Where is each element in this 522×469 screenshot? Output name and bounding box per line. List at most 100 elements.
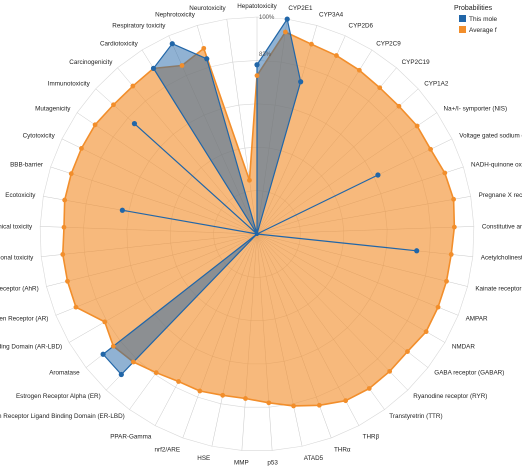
average-point-estrogen-receptor-alpha-er[interactable]	[130, 359, 136, 365]
axis-label-atad5: ATAD5	[304, 455, 324, 462]
axis-label-acetylcholinesterase-ache: Acetylcholinesterase (AChE)	[481, 255, 522, 262]
molecule-point-immunotoxicity[interactable]	[131, 121, 138, 127]
average-point-ampar[interactable]	[435, 304, 441, 310]
average-point-aryl-hydrocarbon-receptor-ahr[interactable]	[65, 278, 70, 284]
axis-label-bbb-barrier: BBB-barrier	[10, 162, 43, 169]
average-point-ppar-gamma[interactable]	[176, 379, 181, 384]
axis-label-nmdar: NMDAR	[452, 344, 476, 351]
r-tick-100: 100%	[259, 15, 275, 21]
average-point-cyp3a4[interactable]	[309, 41, 314, 47]
molecule-point-respiratory-toxicity[interactable]	[169, 41, 175, 47]
average-point-thr[interactable]	[316, 402, 322, 408]
molecule-point-cardiotoxicity[interactable]	[150, 65, 157, 71]
r-tick-83: 83%	[259, 52, 272, 58]
axis-labels: Hepatotoxicity CYP2E1 CYP3A4 CYP2D6 CYP2C9 CY…	[0, 3, 522, 466]
average-point-nrf2-are[interactable]	[197, 388, 203, 394]
average-point-androgen-receptor-ligand-binding-domain-ar-lbd[interactable]	[102, 319, 108, 325]
average-point-androgen-receptor-ar[interactable]	[73, 304, 79, 310]
average-point-respiratory-toxicity[interactable]	[179, 63, 185, 68]
average-point-nmdar[interactable]	[423, 329, 429, 335]
axis-label-constitutive-androstane-receptor-car: Constitutive androstane receptor (CAR)	[482, 223, 522, 230]
average-point-gaba-receptor-gabar[interactable]	[405, 349, 410, 354]
series-molecule-area[interactable]	[102, 18, 418, 376]
axis-label-gaba-receptor-gabar: GABA receptor (GABAR)	[434, 370, 504, 377]
legend-swatch-average[interactable]	[459, 26, 466, 33]
legend: Probabilities This mole Average f	[454, 5, 498, 34]
grid-ring-4	[39, 16, 475, 451]
axis-label-carcinogenicity: Carcinogenicity	[69, 59, 113, 66]
axis-label-estrogen-receptor-ligand-binding-domain-er-lbd: Estrogen Receptor Ligand Binding Domain …	[0, 413, 125, 420]
average-point-constitutive-androstane-receptor-car[interactable]	[451, 224, 457, 230]
average-point-clinical-toxicity[interactable]	[61, 224, 67, 230]
average-point-mmp[interactable]	[243, 396, 248, 401]
molecule-point-estrogen-receptor-alpha-er[interactable]	[118, 371, 124, 378]
average-point-acetylcholinesterase-ache[interactable]	[448, 252, 454, 257]
axis-label-p53: p53	[267, 459, 278, 466]
axis-label-thr: THRβ	[363, 434, 380, 441]
average-point-nephrotoxicity[interactable]	[201, 45, 207, 51]
average-point-cytotoxicity[interactable]	[79, 145, 84, 151]
axis-label-thr: THRα	[334, 446, 351, 453]
molecule-point-cyp3a4[interactable]	[298, 79, 304, 85]
average-point-na-i-symporter-nis[interactable]	[414, 123, 420, 129]
average-point-mutagenicity[interactable]	[92, 122, 98, 128]
average-point-nutritional-toxicity[interactable]	[60, 252, 66, 257]
average-point-voltage-gated-sodium-channel-vgsc[interactable]	[428, 146, 433, 152]
axis-label-cytotoxicity: Cytotoxicity	[23, 133, 56, 140]
axis-label-estrogen-receptor-alpha-er: Estrogen Receptor Alpha (ER)	[16, 393, 101, 400]
average-point-cyp1a2[interactable]	[396, 103, 402, 109]
average-point-thr[interactable]	[343, 398, 349, 404]
average-point-neurotoxicity[interactable]	[247, 177, 252, 183]
legend-title: Probabilities	[454, 5, 493, 12]
average-point-aromatase[interactable]	[110, 343, 116, 349]
average-point-cyp2d6[interactable]	[334, 53, 339, 58]
average-point-transtyretrin-ttr[interactable]	[366, 386, 372, 391]
average-point-cyp2c9[interactable]	[356, 67, 362, 73]
average-point-bbb-barrier[interactable]	[68, 171, 74, 177]
molecule-point-cyp2e1[interactable]	[284, 16, 290, 22]
average-point-atad5[interactable]	[291, 403, 296, 409]
legend-entry-this-molecule[interactable]: This mole	[469, 16, 498, 23]
axis-label-nutritional-toxicity: Nutritional toxicity	[0, 255, 34, 262]
average-point-p53[interactable]	[266, 400, 272, 406]
molecule-point-nephrotoxicity[interactable]	[204, 56, 210, 62]
axis-label-transtyretrin-ttr: Transtyretrin (TTR)	[389, 413, 442, 420]
average-point-hepatotoxicity[interactable]	[254, 73, 260, 78]
axis-label-androgen-receptor-ligand-binding-domain-ar-lbd: Androgen Receptor Ligand Binding Domain …	[0, 344, 62, 351]
average-point-ryanodine-receptor-ryr[interactable]	[387, 368, 393, 374]
molecule-point-acetylcholinesterase-ache[interactable]	[414, 248, 420, 254]
molecule-point-hepatotoxicity[interactable]	[254, 62, 260, 68]
axis-label-cyp2c9: CYP2C9	[376, 40, 401, 47]
average-point-kainate-receptor-kar[interactable]	[444, 278, 449, 284]
average-point-nadh-quinone-oxidoreductase-nadhox[interactable]	[442, 170, 448, 176]
average-point-immunotoxicity[interactable]	[111, 102, 116, 108]
axis-label-nrf2-are: nrf2/ARE	[154, 446, 180, 453]
average-point-hse[interactable]	[220, 392, 226, 398]
series-markers	[60, 16, 457, 409]
average-point-carcinogenicity[interactable]	[130, 83, 136, 89]
molecule-point-ecotoxicity[interactable]	[119, 207, 125, 213]
axis-label-immunotoxicity: Immunotoxicity	[48, 81, 91, 88]
molecule-point-voltage-gated-sodium-channel-vgsc[interactable]	[375, 172, 381, 178]
axis-label-cardiotoxicity: Cardiotoxicity	[100, 40, 139, 47]
legend-swatch-this-molecule[interactable]	[459, 15, 466, 22]
molecule-point-aromatase[interactable]	[100, 351, 106, 357]
average-point-cyp2c19[interactable]	[377, 85, 383, 91]
average-point-ecotoxicity[interactable]	[62, 197, 68, 203]
radial-tick-labels: 100% 83%	[259, 15, 275, 58]
axis-label-mmp: MMP	[234, 459, 249, 466]
axis-label-respiratory-toxicity: Respiratory toxicity	[112, 22, 166, 29]
axis-label-ryanodine-receptor-ryr: Ryanodine receptor (RYR)	[413, 393, 487, 400]
molecule-point-neurotoxicity[interactable]	[255, 232, 259, 236]
legend-entry-average[interactable]: Average f	[469, 27, 497, 34]
axis-label-ampar: AMPAR	[466, 315, 488, 322]
axis-label-aryl-hydrocarbon-receptor-ahr: Aryl hydrocarbon Receptor (AhR)	[0, 286, 39, 293]
average-point-estrogen-receptor-ligand-binding-domain-er-lbd[interactable]	[153, 370, 159, 376]
axis-label-ecotoxicity: Ecotoxicity	[5, 192, 36, 199]
axis-label-mutagenicity: Mutagenicity	[35, 105, 71, 112]
average-point-pregnane-x-receptor-pxr[interactable]	[451, 196, 457, 202]
axis-label-cyp2e1: CYP2E1	[288, 5, 313, 12]
axis-label-cyp3a4: CYP3A4	[319, 12, 344, 19]
average-point-cyp2e1[interactable]	[282, 29, 288, 35]
